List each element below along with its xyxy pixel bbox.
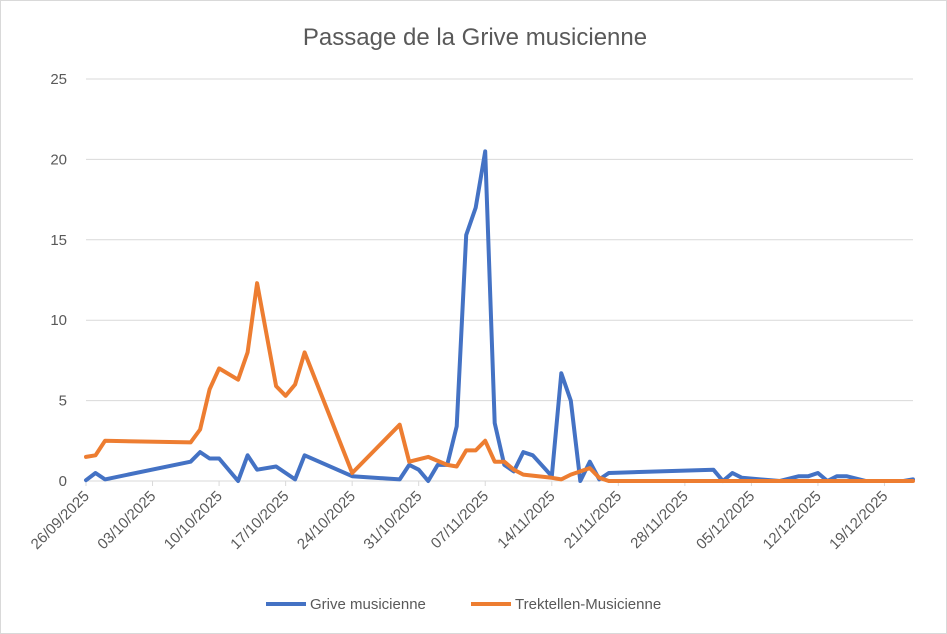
- x-tick-label: 05/12/2025: [693, 488, 758, 553]
- x-tick-label: 19/12/2025: [826, 488, 891, 553]
- y-tick-label: 10: [50, 312, 67, 329]
- chart-title: Passage de la Grive musicienne: [303, 24, 647, 51]
- y-tick-label: 20: [50, 151, 67, 168]
- series-line-2: [84, 281, 915, 483]
- y-tick-label: 15: [50, 232, 67, 249]
- y-tick-label: 0: [59, 473, 67, 490]
- y-axis: 0 5 10 15 20 25: [50, 71, 67, 490]
- x-tick-label: 12/12/2025: [760, 488, 825, 553]
- x-tick-label: 26/09/2025: [28, 488, 93, 553]
- legend-label-2: Trektellen-Musicienne: [515, 596, 661, 613]
- x-tick-label: 14/11/2025: [494, 488, 558, 552]
- x-tick-label: 10/10/2025: [161, 488, 226, 553]
- gridlines: [86, 78, 913, 482]
- y-tick-label: 25: [50, 71, 67, 88]
- x-tick-label: 31/10/2025: [360, 488, 425, 553]
- x-tick-label: 07/11/2025: [428, 488, 492, 552]
- series-line-1: [84, 149, 915, 483]
- x-tick-label: 17/10/2025: [227, 488, 292, 553]
- x-tick-label: 21/11/2025: [561, 488, 625, 552]
- x-tick-label: 24/10/2025: [294, 488, 359, 553]
- series-lines: [84, 149, 915, 483]
- x-tick-label: 03/10/2025: [94, 488, 159, 553]
- legend-label-1: Grive musicienne: [310, 596, 426, 613]
- y-tick-label: 5: [59, 393, 67, 410]
- legend: Grive musicienne Trektellen-Musicienne: [266, 596, 661, 613]
- x-tick-label: 28/11/2025: [627, 488, 691, 552]
- x-axis: 26/09/2025 03/10/2025 10/10/2025 17/10/2025…: [28, 481, 891, 553]
